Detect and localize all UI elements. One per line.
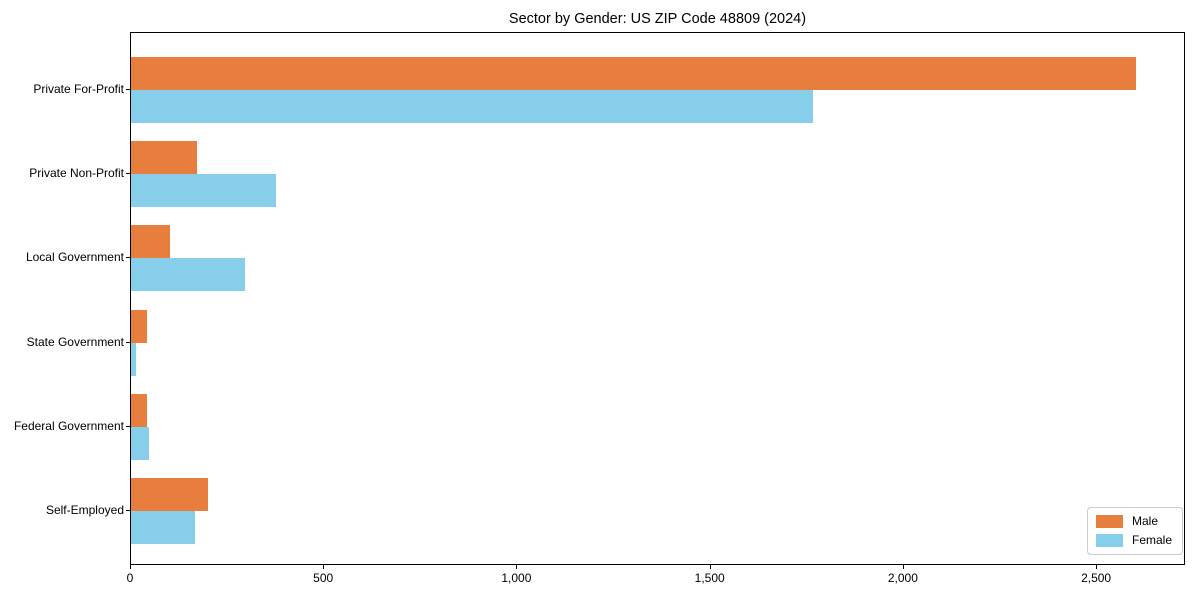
legend-label-female: Female xyxy=(1131,533,1172,547)
y-tick-mark xyxy=(126,341,130,343)
y-tick-mark xyxy=(126,510,130,511)
bar-federal-government-male xyxy=(131,393,147,427)
plot-area xyxy=(130,32,1185,565)
y-tick-mark xyxy=(126,257,130,259)
legend-item-male: Male xyxy=(1095,514,1172,528)
y-axis-label-private-non-profit: Private Non-Profit xyxy=(29,166,124,181)
x-tick-mark xyxy=(130,565,131,569)
x-tick-mark xyxy=(902,565,904,569)
bar-private-non-profit-male xyxy=(131,141,197,175)
y-axis-label-state-government: State Government xyxy=(26,334,124,349)
y-axis-label-local-government: Local Government xyxy=(25,250,124,265)
bar-self-employed-male xyxy=(131,478,209,511)
bar-federal-government-female xyxy=(131,426,149,460)
x-tick-label: 1,500 xyxy=(694,571,725,585)
y-tick-mark xyxy=(126,173,130,175)
y-axis-label-federal-government: Federal Government xyxy=(13,418,124,433)
y-tick-mark xyxy=(126,425,130,427)
legend-item-female: Female xyxy=(1095,533,1172,547)
x-tick-label: 0 xyxy=(126,571,134,585)
x-tick-mark xyxy=(1096,565,1098,569)
x-tick-mark xyxy=(516,565,518,569)
legend-label-male: Male xyxy=(1131,514,1158,528)
bar-self-employed-female xyxy=(131,511,195,544)
y-tick-mark xyxy=(126,89,130,90)
x-tick-label: 2,500 xyxy=(1081,571,1112,585)
y-axis-label-private-for-profit: Private For-Profit xyxy=(33,82,124,96)
legend-swatch-female-icon xyxy=(1095,534,1123,547)
x-tick-mark xyxy=(323,565,325,569)
x-tick-label: 1,000 xyxy=(501,571,532,585)
legend-swatch-male-icon xyxy=(1095,515,1123,528)
bar-local-government-female xyxy=(131,258,245,292)
x-tick-mark xyxy=(709,565,711,569)
bar-state-government-female xyxy=(131,342,136,376)
bar-state-government-male xyxy=(131,309,147,343)
bar-private-for-profit-male xyxy=(131,57,1136,90)
y-axis-label-self-employed: Self-Employed xyxy=(45,503,124,517)
x-tick-label: 2,000 xyxy=(887,571,918,585)
bar-local-government-male xyxy=(131,225,170,259)
bar-private-non-profit-female xyxy=(131,174,276,208)
legend: Male Female xyxy=(1086,507,1183,555)
x-tick-label: 500 xyxy=(313,571,334,585)
bar-private-for-profit-female xyxy=(131,90,814,123)
chart-title: Sector by Gender: US ZIP Code 48809 (202… xyxy=(508,11,807,27)
